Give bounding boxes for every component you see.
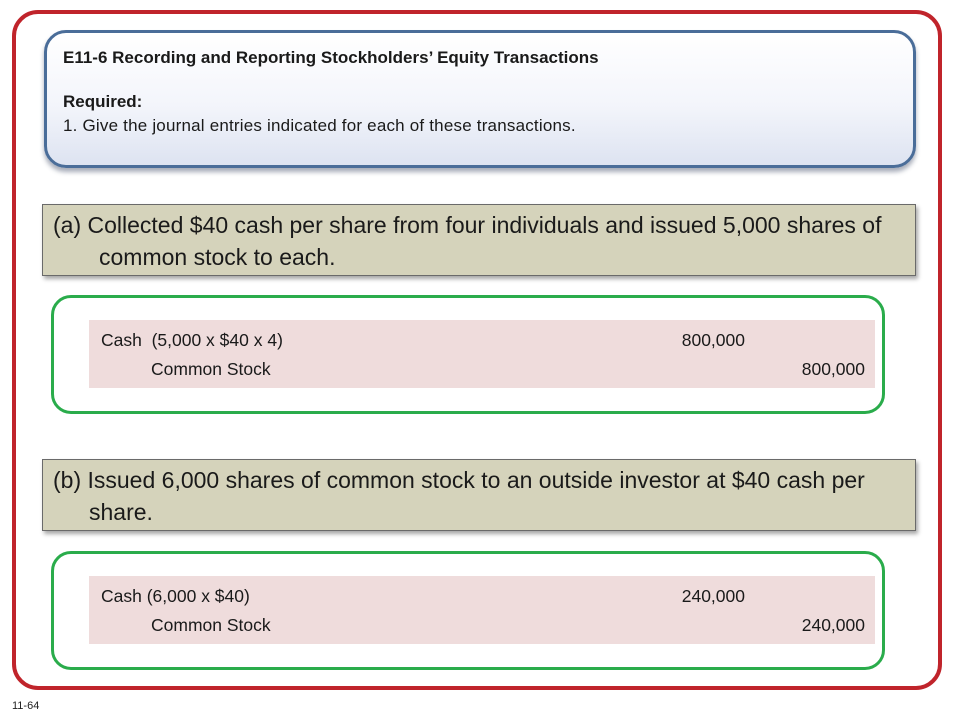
exercise-title: E11-6 Recording and Reporting Stockholde… [63,48,599,67]
journal-row-credit: Common Stock 800,000 [89,355,875,383]
transaction-a-answer: Cash (5,000 x $40 x 4) 800,000 Common St… [51,295,885,414]
credit-account: Common Stock [151,615,271,635]
slide-number: 11-64 [12,700,40,712]
credit-amount: 800,000 [801,359,865,379]
journal-entry-a: Cash (5,000 x $40 x 4) 800,000 Common St… [89,320,875,388]
journal-row-debit: Cash (6,000 x $40) 240,000 [89,582,875,610]
debit-account: Cash (5,000 x $40 x 4) [101,330,283,350]
exercise-header: E11-6 Recording and Reporting Stockholde… [44,30,916,168]
debit-account: Cash (6,000 x $40) [101,586,250,606]
credit-amount: 240,000 [801,615,865,635]
credit-account: Common Stock [151,359,271,379]
debit-amount: 240,000 [681,586,745,606]
transaction-a-question: (a) Collected $40 cash per share from fo… [42,204,916,276]
journal-row-credit: Common Stock 240,000 [89,611,875,639]
required-instruction: 1. Give the journal entries indicated fo… [63,116,576,135]
transaction-a-text: (a) Collected $40 cash per share from fo… [53,212,882,270]
debit-amount: 800,000 [681,330,745,350]
transaction-b-text: (b) Issued 6,000 shares of common stock … [53,467,865,525]
journal-entry-b: Cash (6,000 x $40) 240,000 Common Stock … [89,576,875,644]
required-label: Required: [63,92,143,111]
journal-row-debit: Cash (5,000 x $40 x 4) 800,000 [89,326,875,354]
transaction-b-answer: Cash (6,000 x $40) 240,000 Common Stock … [51,551,885,670]
slide-frame [12,10,942,690]
transaction-b-question: (b) Issued 6,000 shares of common stock … [42,459,916,531]
